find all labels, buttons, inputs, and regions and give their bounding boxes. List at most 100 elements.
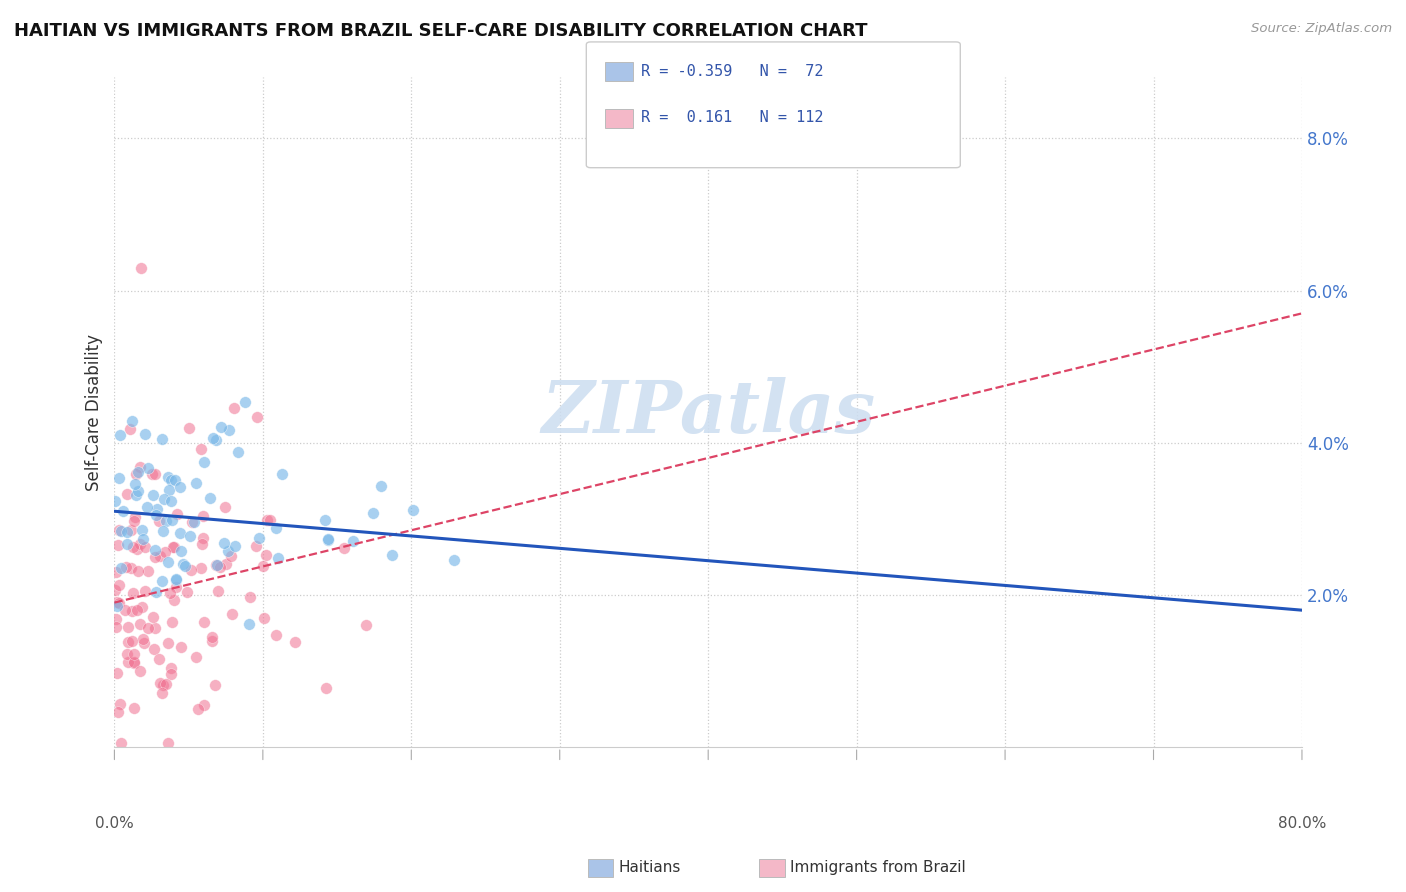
- Point: [204, 678, 226, 692]
- Point: [120, 523, 142, 537]
- Point: [221, 607, 243, 621]
- Point: [159, 586, 181, 600]
- Point: [160, 494, 183, 508]
- Point: [155, 514, 177, 528]
- Point: [115, 647, 138, 661]
- Point: [127, 564, 149, 578]
- Point: [136, 460, 159, 475]
- Point: [156, 736, 179, 750]
- Point: [148, 651, 170, 665]
- Point: [380, 548, 402, 562]
- Point: [207, 584, 229, 599]
- Point: [155, 545, 177, 559]
- Point: [284, 635, 307, 649]
- Y-axis label: Self-Care Disability: Self-Care Disability: [86, 334, 103, 491]
- Point: [233, 394, 256, 409]
- Point: [238, 617, 260, 632]
- Point: [125, 467, 148, 481]
- Point: [112, 504, 135, 518]
- Point: [239, 590, 262, 604]
- Point: [172, 558, 194, 572]
- Point: [190, 442, 212, 456]
- Point: [256, 513, 278, 527]
- Point: [170, 640, 193, 655]
- Point: [128, 536, 150, 550]
- Point: [253, 611, 276, 625]
- Point: [118, 422, 141, 436]
- Point: [155, 677, 177, 691]
- Point: [179, 421, 201, 435]
- Point: [163, 473, 186, 487]
- Point: [198, 491, 221, 506]
- Point: [191, 537, 214, 551]
- Point: [163, 541, 186, 555]
- Point: [443, 553, 465, 567]
- Point: [187, 702, 209, 716]
- Point: [176, 585, 198, 599]
- Point: [143, 467, 166, 481]
- Point: [208, 560, 231, 574]
- Point: [333, 541, 356, 555]
- Point: [153, 492, 176, 507]
- Point: [105, 594, 128, 608]
- Point: [143, 543, 166, 558]
- Point: [104, 612, 127, 626]
- Point: [271, 467, 294, 481]
- Point: [107, 705, 129, 719]
- Point: [218, 423, 240, 437]
- Point: [160, 513, 183, 527]
- Point: [209, 420, 232, 434]
- Text: 0.0%: 0.0%: [96, 815, 134, 830]
- Point: [114, 602, 136, 616]
- Text: 80.0%: 80.0%: [1278, 815, 1326, 830]
- Point: [342, 534, 364, 549]
- Point: [157, 483, 180, 497]
- Point: [117, 635, 139, 649]
- Point: [122, 540, 145, 554]
- Text: R =  0.161   N = 112: R = 0.161 N = 112: [641, 111, 824, 125]
- Point: [169, 525, 191, 540]
- Point: [165, 572, 187, 586]
- Point: [127, 542, 149, 557]
- Point: [193, 455, 215, 469]
- Point: [193, 615, 215, 630]
- Point: [134, 635, 156, 649]
- Text: Haitians: Haitians: [619, 861, 681, 875]
- Point: [125, 488, 148, 502]
- Point: [190, 561, 212, 575]
- Point: [143, 549, 166, 564]
- Point: [122, 586, 145, 600]
- Point: [108, 596, 131, 610]
- Point: [131, 523, 153, 537]
- Point: [186, 476, 208, 491]
- Point: [163, 592, 186, 607]
- Point: [142, 487, 165, 501]
- Point: [354, 618, 377, 632]
- Point: [166, 508, 188, 522]
- Point: [131, 600, 153, 615]
- Point: [152, 678, 174, 692]
- Point: [129, 261, 152, 276]
- Point: [146, 502, 169, 516]
- Point: [201, 431, 224, 445]
- Point: [224, 401, 246, 415]
- Point: [124, 476, 146, 491]
- Text: HAITIAN VS IMMIGRANTS FROM BRAZIL SELF-CARE DISABILITY CORRELATION CHART: HAITIAN VS IMMIGRANTS FROM BRAZIL SELF-C…: [14, 22, 868, 40]
- Point: [315, 681, 337, 696]
- Text: ZIPatlas: ZIPatlas: [541, 376, 876, 448]
- Point: [169, 479, 191, 493]
- Point: [129, 664, 152, 678]
- Point: [180, 515, 202, 529]
- Point: [169, 544, 191, 558]
- Point: [174, 559, 197, 574]
- Point: [105, 665, 128, 680]
- Point: [267, 550, 290, 565]
- Point: [249, 532, 271, 546]
- Point: [141, 467, 163, 481]
- Point: [266, 521, 288, 535]
- Text: Source: ZipAtlas.com: Source: ZipAtlas.com: [1251, 22, 1392, 36]
- Point: [245, 539, 267, 553]
- Point: [183, 515, 205, 529]
- Point: [254, 548, 277, 562]
- Point: [108, 471, 131, 485]
